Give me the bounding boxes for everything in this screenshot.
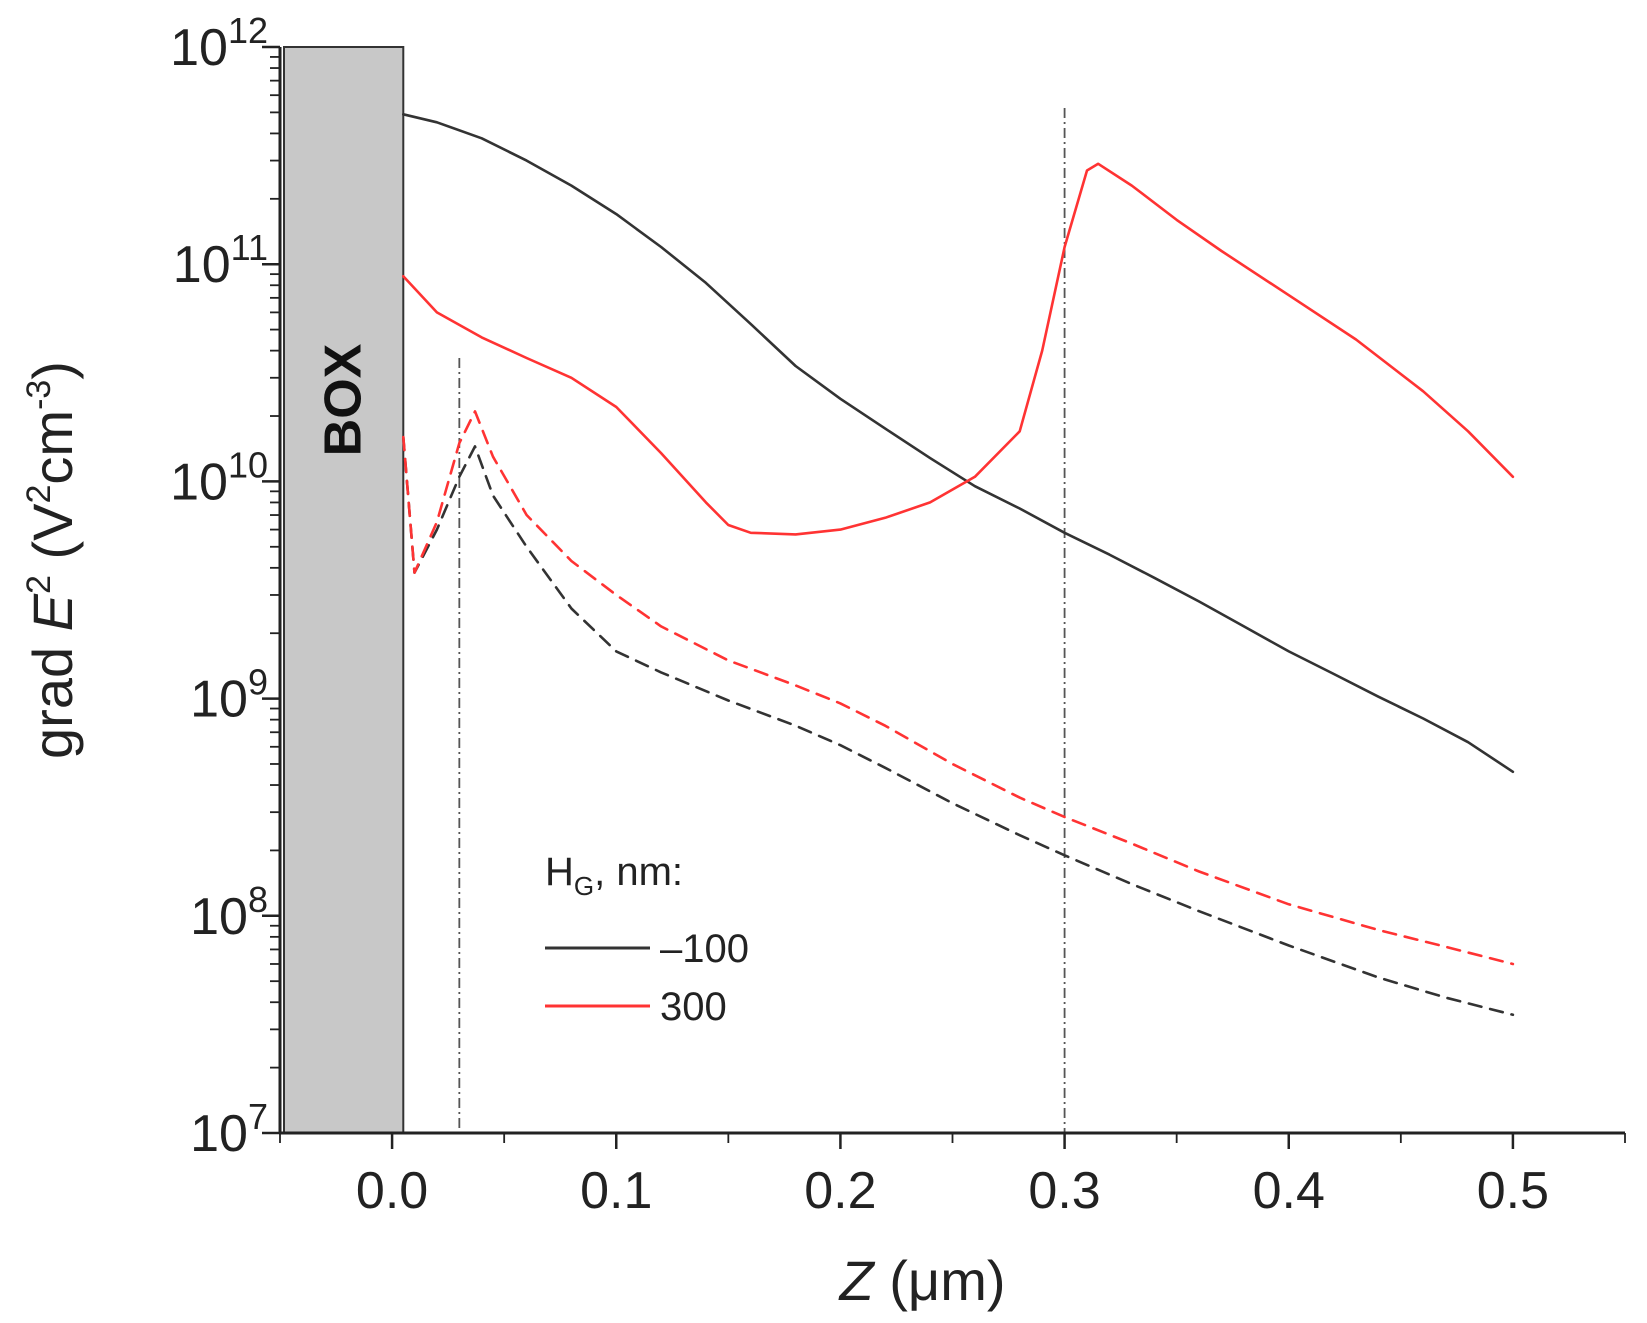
x-tick-label: 0.5 xyxy=(1477,1162,1549,1220)
ticks: 107 108 109 1010 1011 1012 0.0 0.1 0.2 0.3 0.4 0.5 xyxy=(170,10,1626,1220)
y-tick-label: 1012 xyxy=(170,10,268,77)
labels: Z (μm) grad E2 (V2cm-3) xyxy=(20,361,1006,1312)
series-line-3 xyxy=(401,410,1515,966)
y-tick-label: 107 xyxy=(190,1096,268,1163)
x-axis-title: Z (μm) xyxy=(838,1249,1006,1312)
series-line-0 xyxy=(401,113,1515,774)
legend: HG, nm: –100 300 xyxy=(545,850,749,1029)
y-tick-label: 1010 xyxy=(170,444,268,511)
y-tick-label: 108 xyxy=(190,879,268,946)
x-tick-label: 0.2 xyxy=(804,1162,876,1220)
box-label: BOX xyxy=(315,343,373,456)
series-line-1 xyxy=(401,162,1515,536)
x-tick-label: 0.1 xyxy=(580,1162,652,1220)
x-tick-label: 0.3 xyxy=(1028,1162,1100,1220)
series-layer xyxy=(401,113,1515,1017)
x-tick-label: 0.0 xyxy=(356,1162,428,1220)
legend-label-1: 300 xyxy=(660,985,727,1029)
axes xyxy=(278,47,1625,1135)
box-region: BOX xyxy=(283,46,405,1134)
legend-title: HG, nm: xyxy=(545,850,683,901)
y-tick-label: 109 xyxy=(190,662,268,729)
box-rect xyxy=(283,46,405,1134)
x-tick-label: 0.4 xyxy=(1253,1162,1325,1220)
y-axis-title: grad E2 (V2cm-3) xyxy=(20,361,84,759)
series-line-2 xyxy=(401,435,1515,1017)
y-tick-label: 1011 xyxy=(173,227,268,294)
legend-label-0: –100 xyxy=(660,927,749,971)
vertical-reference-lines xyxy=(458,108,1066,1133)
